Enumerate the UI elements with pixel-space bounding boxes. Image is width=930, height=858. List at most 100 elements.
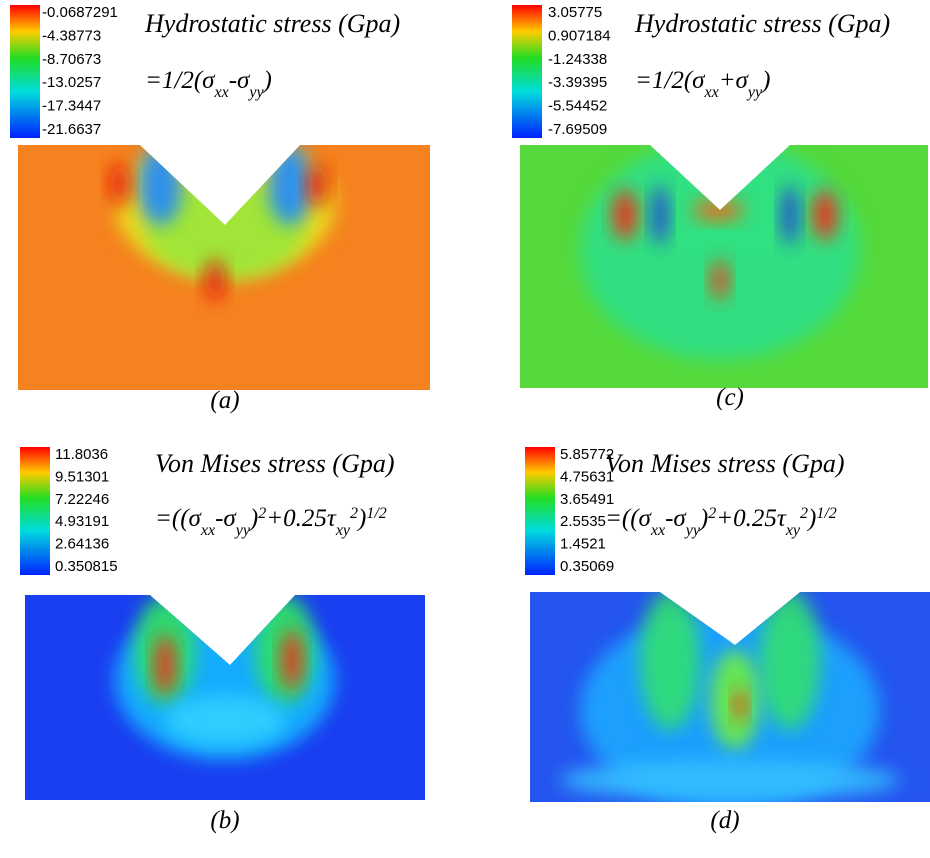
formula-part: yy [684, 522, 701, 539]
formula-part: +σ [719, 67, 750, 94]
panel: 11.8036 9.51301 7.22246 4.93191 2.64136 0.350… [20, 446, 425, 834]
field-spot [734, 690, 746, 720]
field-spot [693, 200, 743, 220]
formula-part: =((σ [605, 505, 653, 532]
formula: =1/2(σxx-σyy) [145, 67, 272, 101]
colorbar-label: 3.65491 [560, 491, 614, 508]
colorbar-label: 0.350815 [55, 558, 118, 575]
formula-part: ) [356, 505, 366, 532]
colorbar-label: 2.5535 [560, 513, 606, 530]
formula-part: yy [234, 522, 251, 539]
stress-field [25, 595, 425, 800]
formula-part: xx [213, 84, 228, 101]
colorbar [20, 447, 50, 575]
colorbar-label: 3.05775 [548, 4, 602, 21]
formula-part: +0.25τ [266, 505, 337, 532]
panel-title: Von Mises stress (Gpa) [605, 449, 845, 478]
formula-part: -σ [229, 67, 251, 94]
formula-part: ) [262, 67, 272, 94]
formula-part: =1/2(σ [635, 67, 706, 94]
formula: =((σxx-σyy)2+0.25τxy2)1/2 [155, 505, 387, 539]
field-spot [155, 635, 175, 695]
field-spot [308, 163, 328, 207]
field-spot [613, 190, 637, 240]
panel-label: (c) [716, 384, 744, 411]
colorbar-label: 2.64136 [55, 536, 109, 553]
field-spot [760, 592, 820, 730]
field-spot [782, 185, 798, 245]
formula-part: ) [698, 505, 708, 532]
colorbar-label: 0.35069 [560, 558, 614, 575]
field-spot [712, 260, 728, 300]
formula-part: xx [703, 84, 718, 101]
field-spot [205, 260, 225, 300]
colorbar-label: 1.4521 [560, 536, 606, 553]
formula-part: xx [200, 522, 215, 539]
formula-part: 1/2 [366, 505, 386, 522]
formula-part: -σ [215, 505, 237, 532]
colorbar-label: -1.24338 [548, 51, 607, 68]
colorbar-label: -4.38773 [42, 27, 101, 44]
colorbar-label: 5.85772 [560, 446, 614, 463]
field-spot [640, 592, 700, 730]
formula-part: xx [650, 522, 665, 539]
formula-part: yy [247, 84, 264, 101]
colorbar-label: 9.51301 [55, 468, 109, 485]
formula: =1/2(σxx+σyy) [635, 67, 770, 101]
formula-part: 2 [800, 505, 808, 522]
panel-label: (d) [710, 807, 739, 834]
colorbar [512, 5, 542, 138]
formula-part: =1/2(σ [145, 67, 216, 94]
formula-part: 2 [258, 505, 266, 522]
colorbar [525, 447, 555, 575]
formula-part: 2 [350, 505, 358, 522]
panel-label: (b) [210, 807, 239, 834]
colorbar-label: 4.75631 [560, 468, 614, 485]
formula-part: -σ [665, 505, 687, 532]
panel-title: Von Mises stress (Gpa) [155, 449, 395, 478]
colorbar-label: -3.39395 [548, 74, 607, 91]
colorbar [10, 5, 40, 138]
formula-part: +0.25τ [716, 505, 787, 532]
formula-part: 1/2 [816, 505, 836, 522]
formula-part: yy [746, 84, 763, 101]
field-spot [268, 145, 312, 225]
panel-label: (a) [210, 387, 239, 414]
field-spot [282, 630, 302, 690]
field-spot [813, 190, 837, 240]
panel: 5.85772 4.75631 3.65491 2.5535 1.4521 0.35069… [525, 446, 930, 834]
colorbar-label: -21.6637 [42, 121, 101, 138]
colorbar-label: -8.70673 [42, 51, 101, 68]
panel: 3.05775 0.907184 -1.24338 -3.39395 -5.54452 -… [512, 4, 928, 411]
colorbar-label: -13.0257 [42, 74, 101, 91]
colorbar-label: 4.93191 [55, 513, 109, 530]
colorbar-label: 0.907184 [548, 27, 611, 44]
colorbar-label: -17.3447 [42, 98, 101, 115]
colorbar-label: 11.8036 [55, 446, 108, 463]
field-spot [165, 695, 285, 745]
colorbar-label: -0.0687291 [42, 4, 118, 21]
field-spot [580, 145, 860, 360]
colorbar-label: -5.54452 [548, 98, 607, 115]
panel-title: Hydrostatic stress (Gpa) [634, 9, 890, 38]
formula-part: xy [785, 522, 801, 539]
stress-field [530, 592, 930, 802]
field-spot [138, 145, 182, 225]
stress-field [18, 145, 430, 390]
formula-part: 2 [708, 505, 716, 522]
formula-part: ) [248, 505, 258, 532]
formula: =((σxx-σyy)2+0.25τxy2)1/2 [605, 505, 837, 539]
field-spot [145, 180, 305, 280]
stress-field [520, 145, 928, 388]
colorbar-label: 7.22246 [55, 491, 109, 508]
panel: -0.0687291 -4.38773 -8.70673 -13.0257 -17.34… [10, 4, 430, 414]
field-spot [110, 163, 130, 207]
panel-title: Hydrostatic stress (Gpa) [144, 9, 400, 38]
formula-part: =((σ [155, 505, 203, 532]
formula-part: xy [335, 522, 351, 539]
formula-part: ) [760, 67, 770, 94]
formula-part: ) [806, 505, 816, 532]
colorbar-label: -7.69509 [548, 121, 607, 138]
